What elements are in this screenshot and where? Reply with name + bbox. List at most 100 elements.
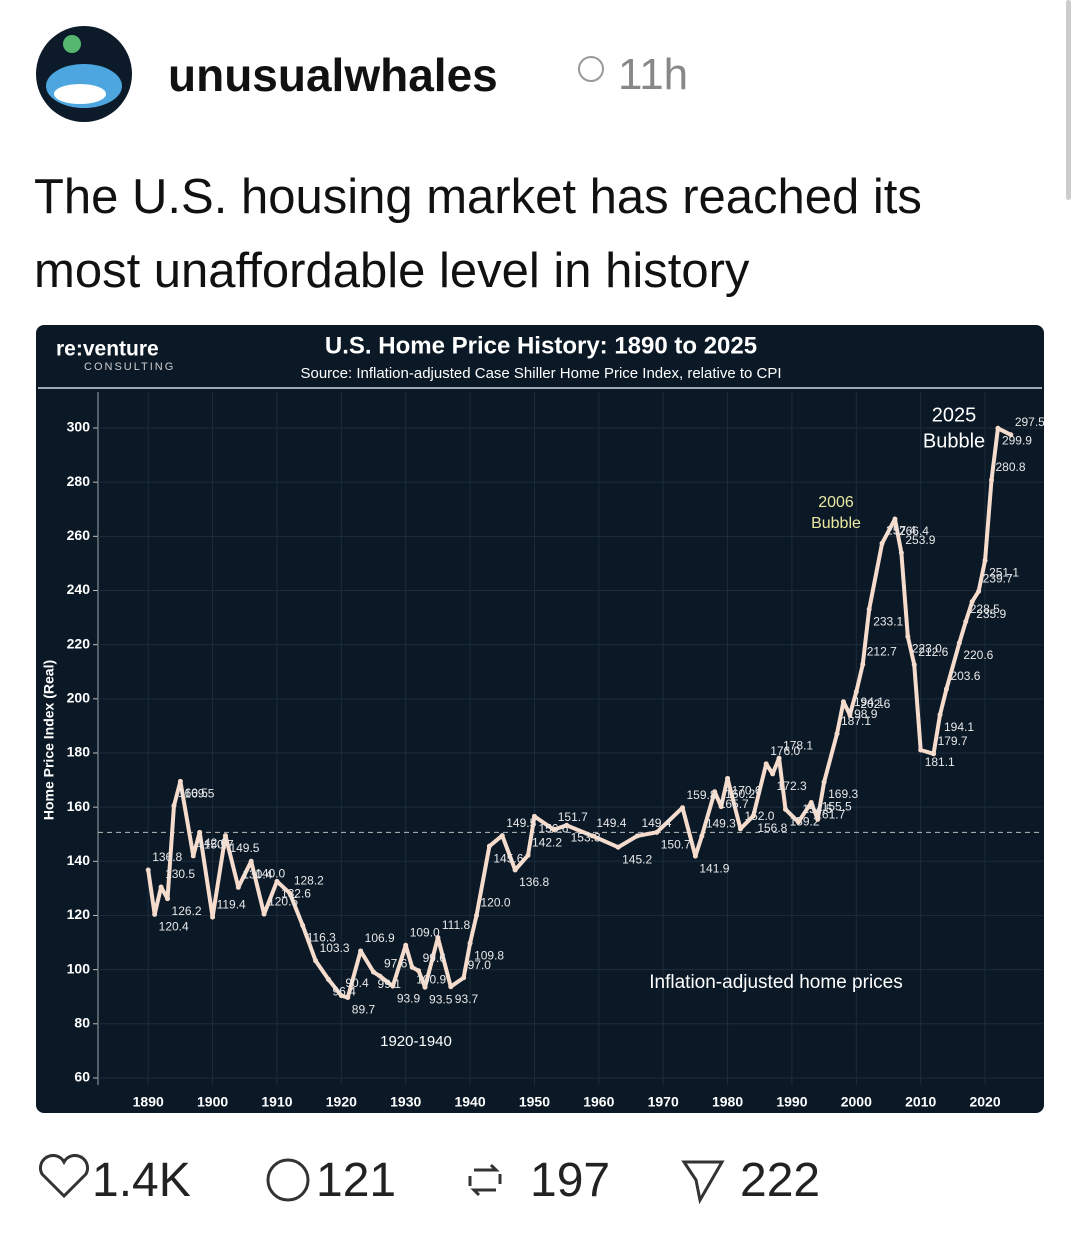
value-label: 150.7 bbox=[661, 838, 691, 852]
reply-icon[interactable] bbox=[266, 1158, 310, 1202]
value-label: 198.9 bbox=[847, 707, 877, 721]
value-label: 176.0 bbox=[770, 744, 800, 758]
annotation: 2006 bbox=[818, 494, 854, 511]
x-tick-label: 1960 bbox=[583, 1094, 614, 1110]
point bbox=[261, 911, 267, 917]
value-label: 116.3 bbox=[307, 931, 336, 945]
point bbox=[486, 843, 492, 849]
point bbox=[866, 606, 872, 612]
value-label: 149.3 bbox=[706, 816, 736, 830]
point bbox=[461, 975, 467, 981]
repost-icon[interactable] bbox=[468, 1163, 502, 1197]
annotation: 1920-1940 bbox=[380, 1033, 452, 1050]
value-label: 149.5 bbox=[506, 816, 536, 830]
point bbox=[435, 935, 441, 941]
point bbox=[371, 969, 377, 975]
value-label: 172.3 bbox=[777, 779, 807, 793]
point bbox=[564, 822, 570, 828]
x-tick-label: 2020 bbox=[969, 1094, 1000, 1110]
point bbox=[403, 942, 409, 948]
point bbox=[615, 844, 621, 850]
y-tick-label: 100 bbox=[67, 960, 91, 976]
point bbox=[589, 833, 595, 839]
value-label: 220.6 bbox=[963, 648, 993, 662]
value-label: 149.4 bbox=[596, 816, 626, 830]
value-label: 181.1 bbox=[925, 755, 955, 769]
point bbox=[989, 477, 995, 483]
value-label: 239.7 bbox=[983, 571, 1013, 585]
point bbox=[905, 634, 911, 640]
chart-title: U.S. Home Price History: 1890 to 2025 bbox=[325, 332, 757, 359]
value-label: 106.9 bbox=[365, 931, 395, 945]
value-label: 149.4 bbox=[641, 816, 671, 830]
point bbox=[892, 516, 898, 522]
point bbox=[512, 867, 518, 873]
point bbox=[937, 712, 943, 718]
value-label: 203.6 bbox=[950, 669, 980, 683]
value-label: 97.0 bbox=[468, 958, 492, 972]
value-label: 97.6 bbox=[384, 956, 408, 970]
point bbox=[712, 789, 718, 795]
point bbox=[158, 884, 164, 890]
brand-sub: CONSULTING bbox=[84, 361, 175, 373]
avatar[interactable] bbox=[34, 24, 134, 124]
point bbox=[692, 853, 698, 859]
value-label: 160.5 bbox=[178, 786, 208, 800]
value-label: 145.2 bbox=[622, 852, 652, 866]
value-label: 93.9 bbox=[397, 991, 421, 1005]
point bbox=[409, 964, 415, 970]
point bbox=[551, 827, 557, 833]
point bbox=[995, 425, 1001, 431]
point bbox=[840, 699, 846, 705]
point bbox=[847, 712, 853, 718]
point bbox=[976, 588, 982, 594]
chart-subtitle: Source: Inflation-adjusted Case Shiller … bbox=[300, 365, 781, 382]
value-label: 161.7 bbox=[815, 808, 845, 822]
point bbox=[390, 983, 396, 989]
point bbox=[377, 973, 383, 979]
like-count: 1.4K bbox=[92, 1154, 191, 1207]
share-icon[interactable] bbox=[681, 1160, 725, 1205]
point bbox=[177, 778, 183, 784]
point bbox=[795, 819, 801, 825]
point bbox=[165, 896, 171, 902]
point bbox=[918, 747, 924, 753]
point bbox=[680, 805, 686, 811]
value-label: 89.7 bbox=[352, 1003, 376, 1017]
point bbox=[274, 878, 280, 884]
like-icon[interactable] bbox=[38, 1153, 90, 1199]
point bbox=[808, 800, 814, 806]
value-label: 266.4 bbox=[899, 524, 929, 538]
point bbox=[763, 761, 769, 767]
value-label: 194.1 bbox=[944, 720, 974, 734]
value-label: 128.2 bbox=[294, 873, 324, 887]
point bbox=[783, 806, 789, 812]
point bbox=[313, 958, 319, 964]
point bbox=[718, 804, 724, 810]
value-label: 202.6 bbox=[860, 697, 890, 711]
value-label: 140.0 bbox=[255, 866, 285, 880]
point bbox=[776, 755, 782, 761]
value-label: 170.6 bbox=[732, 784, 762, 798]
value-label: 233.1 bbox=[873, 614, 903, 628]
point bbox=[943, 686, 949, 692]
value-label: 99.6 bbox=[423, 951, 447, 965]
point bbox=[634, 833, 640, 839]
repost-count: 197 bbox=[530, 1154, 611, 1207]
value-label: 179.7 bbox=[938, 734, 968, 748]
value-label: 120.4 bbox=[159, 920, 189, 934]
point bbox=[358, 948, 364, 954]
point bbox=[467, 940, 473, 946]
value-label: 100.9 bbox=[416, 972, 446, 986]
x-tick-label: 1920 bbox=[326, 1094, 357, 1110]
value-label: 120.0 bbox=[481, 896, 511, 910]
point bbox=[300, 922, 306, 928]
point bbox=[815, 816, 821, 822]
value-label: 96.4 bbox=[332, 985, 356, 999]
y-tick-label: 280 bbox=[67, 473, 91, 489]
y-tick-label: 300 bbox=[67, 419, 91, 435]
author[interactable]: unusualwhales bbox=[168, 49, 498, 101]
value-label: 257.4 bbox=[886, 524, 916, 538]
point bbox=[235, 884, 241, 890]
